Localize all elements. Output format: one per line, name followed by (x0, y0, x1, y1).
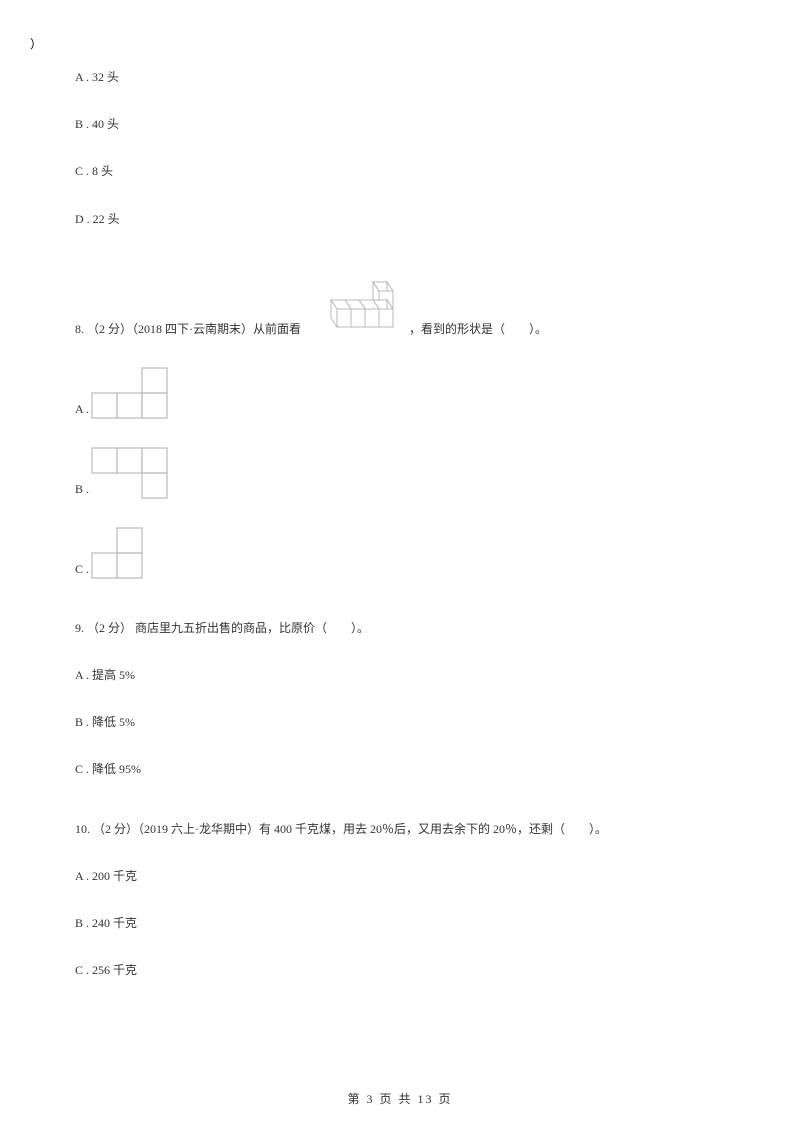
q8-suffix: ，看到的形状是（ ）。 (409, 320, 547, 339)
q8-option-c-label: C . (75, 560, 89, 579)
page-content: A . 32 头 B . 40 头 C . 8 头 D . 22 头 8. （2… (75, 68, 725, 980)
q8-option-a-label: A . (75, 400, 89, 419)
q8-prefix: 8. （2 分）（2018 四下·云南期末）从前面看 (75, 320, 301, 339)
q9-option-a: A . 提高 5% (75, 666, 725, 685)
q8-question: 8. （2 分）（2018 四下·云南期末）从前面看 (75, 279, 725, 339)
shape-a-icon (91, 367, 171, 419)
cube-3d-icon (305, 279, 405, 339)
q10-option-a: A . 200 千克 (75, 867, 725, 886)
hanging-paren: ） (30, 35, 42, 52)
q7-option-c: C . 8 头 (75, 162, 725, 181)
q9-option-c: C . 降低 95% (75, 760, 725, 779)
q8-option-b: B . (75, 447, 725, 499)
q8-option-c: C . (75, 527, 725, 579)
q7-option-d: D . 22 头 (75, 210, 725, 229)
q10-option-c: C . 256 千克 (75, 961, 725, 980)
q10-question: 10. （2 分）（2019 六上·龙华期中）有 400 千克煤，用去 20％后… (75, 820, 725, 839)
q10-option-b: B . 240 千克 (75, 914, 725, 933)
q9-option-b: B . 降低 5% (75, 713, 725, 732)
shape-c-icon (91, 527, 171, 579)
q9-question: 9. （2 分） 商店里九五折出售的商品，比原价（ ）。 (75, 619, 725, 638)
q7-option-b: B . 40 头 (75, 115, 725, 134)
shape-b-icon (91, 447, 171, 499)
page-footer: 第 3 页 共 13 页 (0, 1090, 800, 1107)
q8-option-b-label: B . (75, 480, 89, 499)
q8-option-a: A . (75, 367, 725, 419)
q7-option-a: A . 32 头 (75, 68, 725, 87)
